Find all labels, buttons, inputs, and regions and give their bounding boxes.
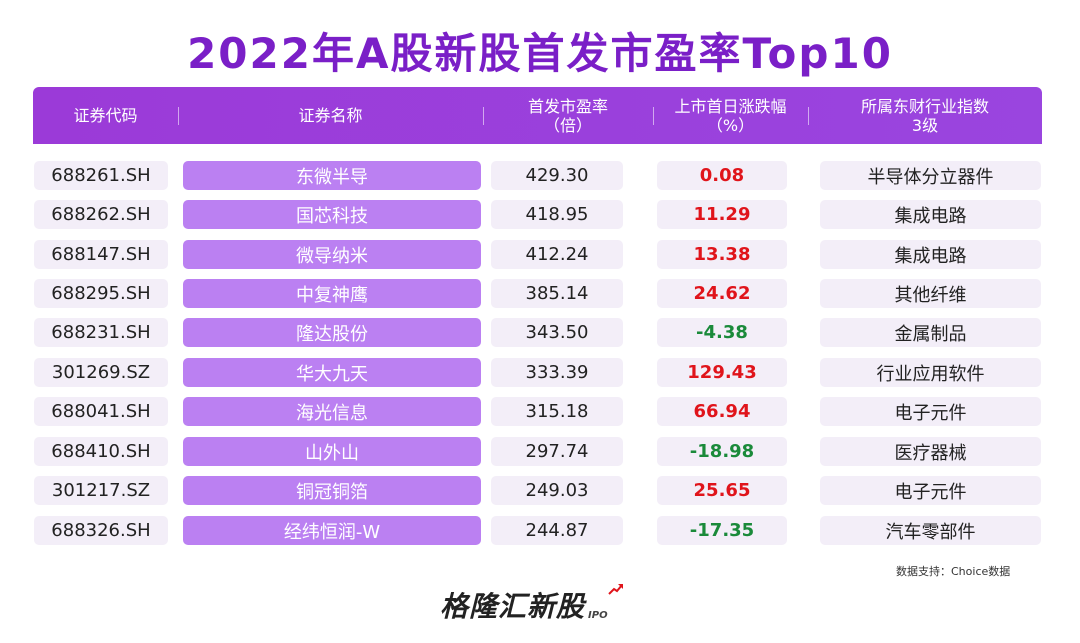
cell-industry: 电子元件 bbox=[820, 476, 1041, 505]
cell-change: 13.38 bbox=[657, 240, 787, 269]
header-divider bbox=[483, 107, 484, 125]
brand-logo: 格隆汇新股 IPO bbox=[440, 584, 623, 625]
cell-name: 中复神鹰 bbox=[183, 279, 481, 308]
cell-industry: 金属制品 bbox=[820, 318, 1041, 347]
header-industry: 所属东财行业指数 3级 bbox=[808, 87, 1042, 144]
cell-change: 0.08 bbox=[657, 161, 787, 190]
trend-arrow-icon bbox=[608, 584, 623, 595]
cell-pe: 385.14 bbox=[491, 279, 623, 308]
cell-name: 华大九天 bbox=[183, 358, 481, 387]
cell-industry: 其他纤维 bbox=[820, 279, 1041, 308]
cell-change: 25.65 bbox=[657, 476, 787, 505]
cell-pe: 249.03 bbox=[491, 476, 623, 505]
logo-text: 格隆汇新股 bbox=[440, 590, 586, 623]
cell-pe: 333.39 bbox=[491, 358, 623, 387]
page-title: 2022年A股新股首发市盈率Top10 bbox=[187, 29, 893, 78]
cell-pe: 412.24 bbox=[491, 240, 623, 269]
header-name: 证券名称 bbox=[178, 87, 483, 144]
cell-change: -18.98 bbox=[657, 437, 787, 466]
cell-change: 24.62 bbox=[657, 279, 787, 308]
cell-code: 301217.SZ bbox=[34, 476, 168, 505]
cell-pe: 418.95 bbox=[491, 200, 623, 229]
header-chg-unit: （%） bbox=[706, 115, 755, 135]
cell-code: 301269.SZ bbox=[34, 358, 168, 387]
cell-pe: 343.50 bbox=[491, 318, 623, 347]
header-pe-label: 首发市盈率 bbox=[527, 96, 608, 116]
table-header: 证券代码 证券名称 首发市盈率 （倍） 上市首日涨跌幅 （%） 所属东财行业指数… bbox=[33, 87, 1042, 144]
cell-name: 铜冠铜箔 bbox=[183, 476, 481, 505]
header-code-label: 证券代码 bbox=[73, 106, 138, 125]
cell-code: 688410.SH bbox=[34, 437, 168, 466]
cell-pe: 297.74 bbox=[491, 437, 623, 466]
cell-industry: 行业应用软件 bbox=[820, 358, 1041, 387]
cell-name: 经纬恒润-W bbox=[183, 516, 481, 545]
header-code: 证券代码 bbox=[33, 87, 178, 144]
header-pe-unit: （倍） bbox=[543, 115, 592, 135]
cell-name: 隆达股份 bbox=[183, 318, 481, 347]
header-divider bbox=[178, 107, 179, 125]
cell-industry: 电子元件 bbox=[820, 397, 1041, 426]
cell-industry: 汽车零部件 bbox=[820, 516, 1041, 545]
header-name-label: 证券名称 bbox=[298, 106, 363, 125]
cell-code: 688295.SH bbox=[34, 279, 168, 308]
cell-name: 海光信息 bbox=[183, 397, 481, 426]
cell-name: 国芯科技 bbox=[183, 200, 481, 229]
cell-name: 山外山 bbox=[183, 437, 481, 466]
cell-pe: 244.87 bbox=[491, 516, 623, 545]
header-chg-label: 上市首日涨跌幅 bbox=[674, 96, 787, 116]
header-industry-level: 3级 bbox=[911, 115, 939, 135]
header-pe: 首发市盈率 （倍） bbox=[483, 87, 653, 144]
cell-code: 688262.SH bbox=[34, 200, 168, 229]
logo-suffix: IPO bbox=[588, 610, 608, 621]
cell-pe: 315.18 bbox=[491, 397, 623, 426]
cell-change: -17.35 bbox=[657, 516, 787, 545]
cell-code: 688147.SH bbox=[34, 240, 168, 269]
cell-code: 688041.SH bbox=[34, 397, 168, 426]
cell-name: 东微半导 bbox=[183, 161, 481, 190]
cell-pe: 429.30 bbox=[491, 161, 623, 190]
cell-code: 688231.SH bbox=[34, 318, 168, 347]
cell-code: 688261.SH bbox=[34, 161, 168, 190]
cell-change: 129.43 bbox=[657, 358, 787, 387]
cell-industry: 半导体分立器件 bbox=[820, 161, 1041, 190]
data-source-note: 数据支持：Choice数据 bbox=[896, 565, 1011, 578]
cell-change: 66.94 bbox=[657, 397, 787, 426]
header-chg: 上市首日涨跌幅 （%） bbox=[653, 87, 808, 144]
cell-change: 11.29 bbox=[657, 200, 787, 229]
cell-industry: 医疗器械 bbox=[820, 437, 1041, 466]
cell-code: 688326.SH bbox=[34, 516, 168, 545]
cell-name: 微导纳米 bbox=[183, 240, 481, 269]
header-divider bbox=[653, 107, 654, 125]
header-industry-label: 所属东财行业指数 bbox=[860, 96, 989, 116]
cell-change: -4.38 bbox=[657, 318, 787, 347]
header-divider bbox=[808, 107, 809, 125]
cell-industry: 集成电路 bbox=[820, 200, 1041, 229]
cell-industry: 集成电路 bbox=[820, 240, 1041, 269]
